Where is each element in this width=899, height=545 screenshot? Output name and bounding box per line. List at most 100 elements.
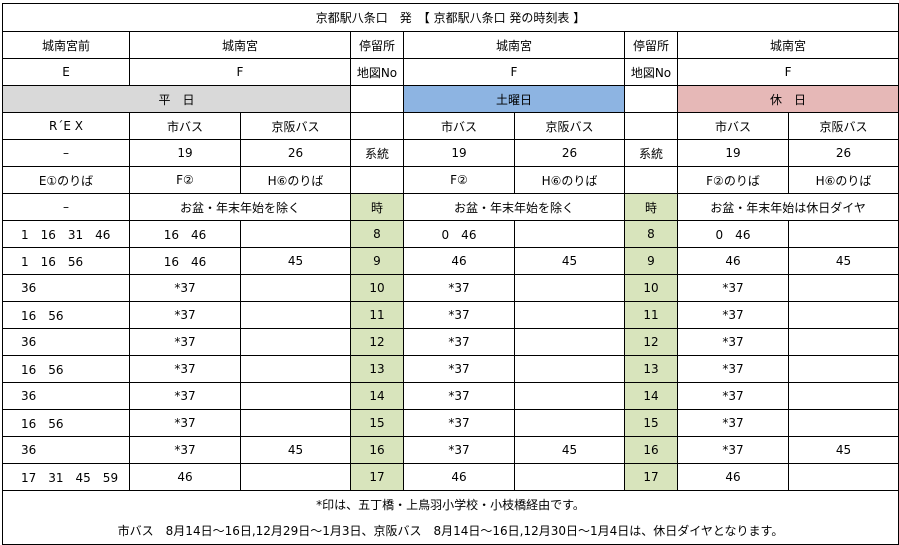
hour-cell: 17: [350, 463, 404, 491]
time-cell: *37: [677, 274, 789, 302]
time-cell: *37: [403, 301, 515, 329]
stop-name-cell: 城南宮: [129, 31, 351, 59]
blank-cell: [350, 85, 404, 113]
route-cell: 19: [403, 139, 515, 167]
time-cell: 16 46: [129, 247, 241, 275]
time-cell: *37: [129, 409, 241, 437]
time-cell: *37: [129, 382, 241, 410]
table-row: 17 31 45 59 46 17 46 17 46: [2, 463, 899, 491]
blank-cell: [624, 112, 678, 140]
hour-cell: 10: [624, 274, 678, 302]
operator-cell: 市バス: [677, 112, 789, 140]
time-cell: *37: [403, 355, 515, 383]
time-cell: *37: [129, 328, 241, 356]
route-cell: 19: [677, 139, 789, 167]
time-cell: 16 56: [2, 409, 130, 437]
time-cell: [514, 301, 625, 329]
time-cell: [240, 463, 351, 491]
time-cell: *37: [129, 355, 241, 383]
operator-cell: 京阪バス: [240, 112, 351, 140]
time-cell: 45: [787, 436, 899, 464]
note-cell: お盆・年末年始を除く: [403, 193, 625, 221]
hour-cell: 11: [350, 301, 404, 329]
route-cell: –: [2, 139, 130, 167]
table-row: 16 56 *37 15 *37 15 *37: [2, 409, 899, 437]
time-cell: 46: [677, 247, 789, 275]
stop-name-cell: 城南宮: [676, 31, 899, 59]
hour-cell: 13: [624, 355, 678, 383]
hour-cell: 12: [624, 328, 678, 356]
hour-cell: 16: [350, 436, 404, 464]
time-cell: [787, 463, 899, 491]
operator-cell: 市バス: [403, 112, 515, 140]
blank-cell: [350, 166, 404, 194]
hour-cell: 9: [624, 247, 678, 275]
hour-cell: 8: [350, 220, 404, 248]
time-cell: *37: [677, 382, 789, 410]
time-cell: 45: [514, 436, 625, 464]
time-cell: [240, 409, 351, 437]
platform-cell: E①のりば: [2, 166, 130, 194]
time-cell: [514, 274, 625, 302]
hour-cell: 16: [624, 436, 678, 464]
time-cell: [787, 328, 899, 356]
hour-cell: 10: [350, 274, 404, 302]
time-cell: 46: [403, 463, 515, 491]
time-cell: [514, 463, 625, 491]
time-cell: [240, 274, 351, 302]
platform-cell: F②のりば: [677, 166, 789, 194]
time-cell: *37: [677, 436, 789, 464]
hour-cell: 15: [350, 409, 404, 437]
hour-cell: 14: [350, 382, 404, 410]
time-cell: 45: [240, 247, 351, 275]
saturday-header: 土曜日: [403, 85, 625, 113]
map-no-cell: F: [676, 58, 899, 86]
time-cell: 45: [787, 247, 899, 275]
operator-cell: R´E X: [2, 112, 130, 140]
time-cell: *37: [403, 436, 515, 464]
holiday-header: 休 日: [676, 85, 899, 113]
map-no-cell: F: [129, 58, 351, 86]
table-row: 36 *37 45 16 *37 45 16 *37 45: [2, 436, 899, 464]
hour-cell: 9: [350, 247, 404, 275]
hour-cell: 8: [624, 220, 678, 248]
time-cell: 1 16 31 46: [2, 220, 130, 248]
timetable: 京都駅八条口 発 【 京都駅八条口 発の時刻表 】 城南宮前 城南宮 停留所 城…: [1, 3, 899, 545]
platform-cell: F②: [403, 166, 515, 194]
time-cell: *37: [403, 274, 515, 302]
time-cell: *37: [677, 328, 789, 356]
note-cell: お盆・年末年始を除く: [129, 193, 351, 221]
table-row: 36 *37 14 *37 14 *37: [2, 382, 899, 410]
time-cell: [787, 409, 899, 437]
time-cell: 36: [2, 328, 130, 356]
time-cell: [514, 328, 625, 356]
time-cell: 36: [2, 436, 130, 464]
hour-cell: 11: [624, 301, 678, 329]
footer-note-1: *印は、五丁橋・上鳥羽小学校・小枝橋経由です。: [1, 490, 899, 518]
stop-name-cell: 城南宮前: [2, 31, 130, 59]
time-cell: [514, 220, 625, 248]
time-cell: *37: [129, 436, 241, 464]
time-cell: [514, 382, 625, 410]
hour-cell: 17: [624, 463, 678, 491]
route-cell: 26: [514, 139, 625, 167]
time-cell: *37: [677, 301, 789, 329]
table-row: 16 56 *37 13 *37 13 *37: [2, 355, 899, 383]
operator-cell: 京阪バス: [514, 112, 625, 140]
hour-header: 時: [624, 193, 678, 221]
time-cell: 45: [514, 247, 625, 275]
weekday-header: 平 日: [2, 85, 351, 113]
time-cell: [240, 355, 351, 383]
stop-name-cell: 城南宮: [403, 31, 625, 59]
stop-label-cell: 停留所: [350, 31, 404, 59]
table-row: 36 *37 12 *37 12 *37: [2, 328, 899, 356]
time-cell: [787, 355, 899, 383]
time-cell: 0 46: [677, 220, 789, 248]
time-cell: [787, 220, 899, 248]
platform-cell: H⑥のりば: [240, 166, 351, 194]
time-cell: 46: [403, 247, 515, 275]
route-cell: 19: [129, 139, 241, 167]
time-cell: [240, 220, 351, 248]
time-cell: [787, 274, 899, 302]
table-row: 36 *37 10 *37 10 *37: [2, 274, 899, 302]
